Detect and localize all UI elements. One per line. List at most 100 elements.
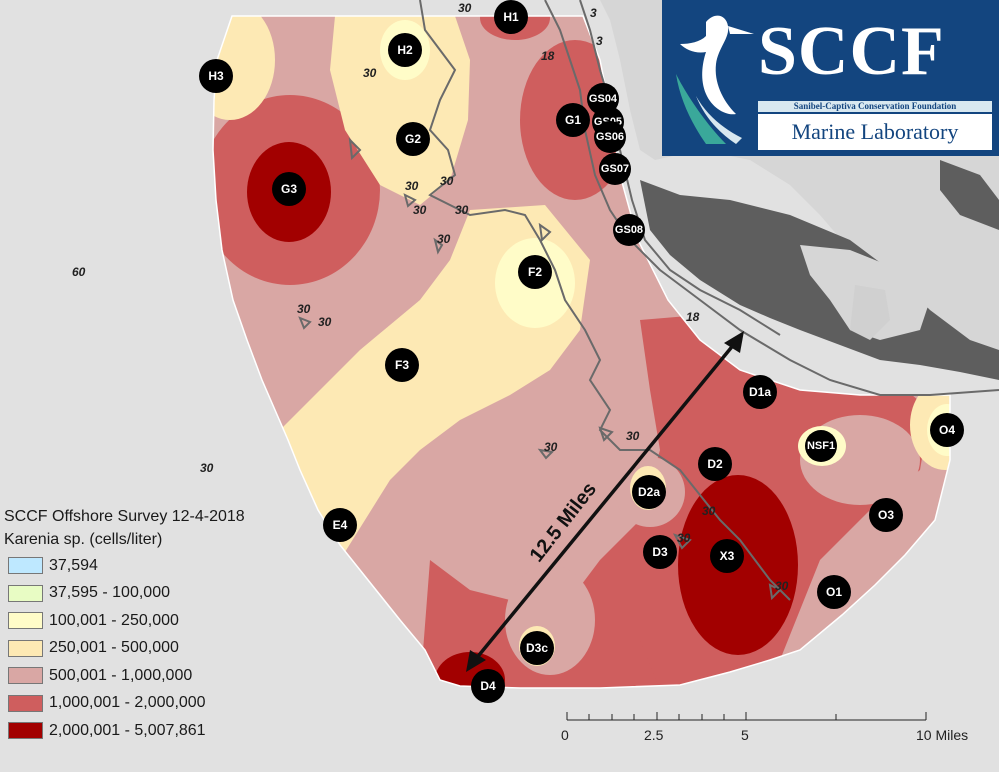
- station-marker: [805, 430, 837, 462]
- legend-items: 37,594 37,595 - 100,000 100,001 - 250,000 2…: [4, 552, 304, 745]
- station-marker: [518, 255, 552, 289]
- depth-label: 30: [455, 203, 469, 217]
- station-gs06: GS06: [594, 121, 626, 153]
- legend-label: 500,001 - 1,000,000: [49, 666, 193, 684]
- station-marker: [272, 172, 306, 206]
- scale-tick-5: 5: [741, 727, 749, 743]
- station-h1: H1: [494, 0, 528, 34]
- legend-item: 1,000,001 - 2,000,000: [4, 690, 304, 718]
- legend-label: 1,000,001 - 2,000,000: [49, 694, 206, 712]
- station-g1: G1: [556, 103, 590, 137]
- legend-title: SCCF Offshore Survey 12-4-2018: [4, 508, 245, 525]
- station-marker: [710, 539, 744, 573]
- depth-label: 30: [544, 440, 558, 454]
- station-marker: [471, 669, 505, 703]
- depth-label: 30: [440, 174, 454, 188]
- sccf-logo: SCCF Sanibel-Captiva Conservation Founda…: [662, 0, 999, 156]
- station-label: D3c: [526, 641, 548, 655]
- legend-label: 37,595 - 100,000: [49, 584, 170, 602]
- station-label: GS08: [615, 224, 643, 236]
- station-marker: [698, 447, 732, 481]
- scale-tick-2-5: 2.5: [644, 727, 664, 743]
- logo-name: SCCF: [758, 13, 945, 90]
- legend-item: 500,001 - 1,000,000: [4, 662, 304, 690]
- legend-subtitle: Karenia sp. (cells/liter): [4, 531, 163, 548]
- station-d2: D2: [698, 447, 732, 481]
- station-label: O4: [939, 423, 955, 437]
- depth-label: 30: [200, 461, 214, 475]
- station-marker: [396, 122, 430, 156]
- station-label: H1: [503, 10, 519, 24]
- station-label: D2: [707, 457, 723, 471]
- legend: SCCF Offshore Survey 12-4-2018 Karenia s…: [4, 506, 304, 745]
- legend-item: 37,594: [4, 552, 304, 580]
- station-label: H2: [397, 43, 413, 57]
- station-d1a: D1a: [743, 375, 777, 409]
- station-x3: X3: [710, 539, 744, 573]
- station-label: GS06: [596, 131, 624, 143]
- depth-label: 30: [775, 579, 789, 593]
- depth-label: 30: [437, 232, 451, 246]
- station-label: D2a: [638, 485, 660, 499]
- legend-swatch: [8, 584, 43, 602]
- station-nsf1: NSF1: [805, 430, 837, 462]
- station-label: GS04: [589, 93, 618, 105]
- depth-contours: [298, 0, 999, 601]
- depth-labels: 30 30 3 3 18 60 30 30 30 30 30 30 30 18 30 30 30 30 30 30: [72, 1, 789, 593]
- station-d4: D4: [471, 669, 505, 703]
- station-marker: [594, 121, 626, 153]
- station-marker: [632, 475, 666, 509]
- station-marker: [323, 508, 357, 542]
- legend-label: 2,000,001 - 5,007,861: [49, 721, 206, 739]
- station-marker: [643, 535, 677, 569]
- station-label: F3: [395, 358, 409, 372]
- station-label: D3: [652, 545, 668, 559]
- depth-label: 30: [363, 66, 377, 80]
- depth-label: 30: [458, 1, 472, 15]
- depth-label: 3: [590, 6, 597, 20]
- station-h3: H3: [199, 59, 233, 93]
- station-g2: G2: [396, 122, 430, 156]
- station-o1: O1: [817, 575, 851, 609]
- station-marker: [520, 631, 554, 665]
- station-label: D4: [480, 679, 496, 693]
- station-marker: [613, 214, 645, 246]
- station-gs07: GS07: [599, 153, 631, 185]
- depth-label: 18: [686, 310, 700, 324]
- station-markers: H1H2H3G1G2G3GS04GS05GS06GS07GS08F2F3D1aN…: [199, 0, 964, 703]
- station-marker: [385, 348, 419, 382]
- legend-swatch: [8, 612, 43, 630]
- station-marker: [869, 498, 903, 532]
- depth-label: 30: [405, 179, 419, 193]
- station-label: D1a: [749, 385, 771, 399]
- legend-item: 2,000,001 - 5,007,861: [4, 717, 304, 745]
- station-g3: G3: [272, 172, 306, 206]
- station-d3c: D3c: [520, 631, 554, 665]
- legend-swatch: [8, 694, 43, 712]
- legend-item: 37,595 - 100,000: [4, 580, 304, 608]
- station-label: GS07: [601, 163, 629, 175]
- legend-item: 250,001 - 500,000: [4, 635, 304, 663]
- station-h2: H2: [388, 33, 422, 67]
- scale-tick-0: 0: [561, 727, 569, 743]
- legend-item: 100,001 - 250,000: [4, 607, 304, 635]
- depth-label: 30: [702, 504, 716, 518]
- station-label: H3: [208, 69, 224, 83]
- station-o3: O3: [869, 498, 903, 532]
- station-o4: O4: [930, 413, 964, 447]
- station-marker: [930, 413, 964, 447]
- station-f2: F2: [518, 255, 552, 289]
- legend-label: 100,001 - 250,000: [49, 611, 179, 629]
- logo-organization: Sanibel-Captiva Conservation Foundation: [758, 101, 992, 112]
- scale-bar: [566, 712, 927, 721]
- depth-label: 30: [677, 531, 691, 545]
- depth-label: 60: [72, 265, 86, 279]
- pelican-icon: [676, 15, 754, 144]
- station-label: O1: [826, 585, 842, 599]
- station-label: G3: [281, 182, 297, 196]
- station-label: G1: [565, 113, 581, 127]
- station-label: X3: [720, 549, 735, 563]
- legend-swatch: [8, 639, 43, 657]
- depth-label: 18: [541, 49, 555, 63]
- station-f3: F3: [385, 348, 419, 382]
